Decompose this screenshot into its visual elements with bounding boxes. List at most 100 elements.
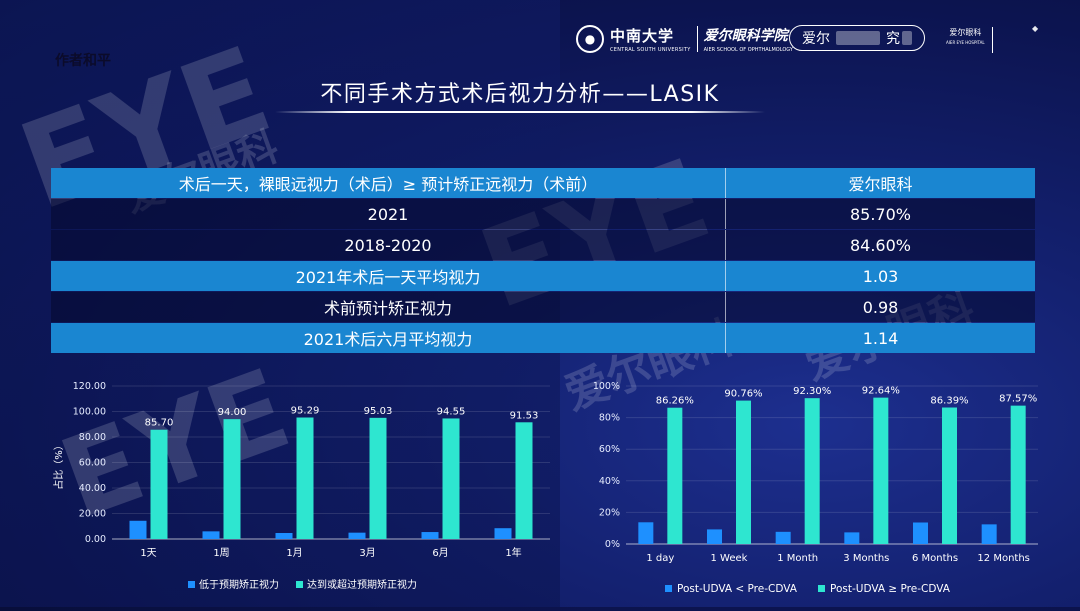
y-tick-label: 80%	[599, 413, 620, 424]
bar-low	[913, 522, 928, 544]
author-label: 作者和平	[55, 53, 111, 69]
bar-high	[942, 407, 957, 544]
y-tick-label: 0%	[605, 539, 620, 550]
bar-high	[1010, 405, 1026, 544]
y-tick-label: 40.00	[79, 483, 106, 494]
bar-low	[844, 532, 860, 544]
y-tick-label: 120.00	[73, 381, 106, 392]
school-name-en: AIER SCHOOL OF OPHTHALMOLOGY	[703, 47, 793, 53]
data-label: 94.55	[437, 406, 466, 417]
bar-low	[707, 529, 722, 544]
x-tick-label: 1周	[213, 547, 229, 559]
page-title: 不同手术方式术后视力分析——LASIK	[320, 82, 720, 107]
legend-swatch	[665, 585, 672, 592]
summary-table: 术后一天，裸眼远视力（术后）≥ 预计矫正远视力（术前） 爱尔眼科 2021 85.70…	[51, 168, 1035, 354]
bar-high	[442, 418, 460, 539]
university-logo: ● 中南大学 CENTRAL SOUTH UNIVERSITY 爱尔眼科学院 A…	[576, 22, 793, 56]
table-row: 术后一天，裸眼远视力（术后）≥ 预计矫正远视力（术前） 爱尔眼科	[51, 168, 1035, 198]
data-label: 92.30%	[793, 386, 831, 397]
table-cell-value: 0.98	[725, 292, 1035, 322]
bar-low	[202, 531, 220, 539]
data-label: 95.03	[364, 406, 393, 417]
x-tick-label: 6月	[432, 547, 448, 559]
table-cell-label: 2021	[367, 204, 409, 224]
x-tick-label: 3 Months	[843, 553, 889, 564]
x-tick-label: 1 Month	[777, 553, 818, 564]
bar-low	[638, 522, 654, 544]
divider	[696, 26, 698, 52]
legend-label: Post-UDVA < Pre-CDVA	[677, 583, 798, 595]
y-tick-label: 40%	[599, 476, 620, 487]
table-cell-value: 1.03	[725, 261, 1035, 291]
y-tick-label: 60.00	[79, 458, 106, 469]
bar-low	[775, 531, 791, 544]
bar-high	[873, 397, 889, 544]
university-name-en: CENTRAL SOUTH UNIVERSITY	[610, 47, 691, 53]
chart-right-svg: 0% 20% 40% 60% 80% 100% 86.26% 1 day 90.76% 1 Wee…	[593, 381, 1038, 595]
aier-logo-text: 爱尔眼科	[949, 28, 982, 37]
data-label: 86.39%	[930, 396, 968, 407]
table-cell-label: 2021术后六月平均视力	[303, 330, 473, 349]
bar-high	[223, 419, 241, 539]
chart-right: 0% 20% 40% 60% 80% 100% 86.26% 1 day 90.76% 1 Wee…	[580, 370, 1050, 607]
chart-left-svg: 0.00 20.00 40.00 60.00 80.00 100.00 120.00 85.7…	[52, 381, 550, 591]
data-label: 91.53	[510, 410, 539, 421]
redacted-block	[902, 31, 912, 45]
x-tick-label: 12 Months	[977, 553, 1029, 564]
table-row: 2021年术后一天平均视力 1.03	[51, 261, 1035, 291]
table-cell-label: 2018-2020	[344, 235, 432, 255]
x-tick-label: 1天	[140, 548, 156, 559]
aier-logo: 爱尔眼科 AIER EYE HOSPITAL	[946, 28, 985, 48]
y-tick-label: 0.00	[85, 534, 106, 545]
redacted-block	[836, 31, 880, 45]
title-underline	[275, 111, 765, 113]
chart-left: 0.00 20.00 40.00 60.00 80.00 100.00 120.00 85.7…	[50, 370, 560, 607]
bar-low	[129, 520, 147, 539]
legend-swatch	[296, 581, 303, 588]
legend-swatch	[188, 581, 195, 588]
x-tick-label: 1年	[505, 546, 521, 559]
x-tick-label: 6 Months	[912, 553, 958, 564]
legend-label: Post-UDVA ≥ Pre-CDVA	[830, 583, 951, 595]
pill-text-mid: 究	[886, 31, 900, 47]
y-axis-label: 占比（%）	[52, 440, 65, 490]
x-tick-label: 1 day	[646, 553, 674, 564]
bar-high	[150, 429, 168, 539]
university-seal-icon: ●	[576, 25, 604, 53]
bar-high	[736, 400, 751, 544]
bar-low	[421, 532, 439, 539]
bar-high	[804, 398, 820, 544]
table-cell-value: 84.60%	[725, 230, 1035, 260]
institute-pill: 爱尔 究	[789, 25, 925, 51]
legend-label: 达到或超过预期矫正视力	[307, 578, 417, 591]
y-tick-label: 100%	[593, 381, 620, 392]
table-cell-value: 爱尔眼科	[725, 168, 1035, 198]
divider	[992, 27, 993, 53]
x-tick-label: 3月	[359, 547, 375, 559]
y-tick-label: 100.00	[73, 407, 106, 418]
corner-logo-icon: ◆	[1032, 24, 1039, 33]
table-cell-value: 1.14	[725, 323, 1035, 353]
y-tick-label: 20%	[599, 507, 620, 518]
x-tick-label: 1月	[286, 547, 302, 559]
university-name: 中南大学	[610, 27, 675, 45]
y-tick-label: 20.00	[79, 509, 106, 520]
legend-label: 低于预期矫正视力	[199, 578, 279, 591]
data-label: 92.64%	[862, 386, 900, 397]
bar-low	[494, 528, 512, 539]
table-row: 2018-2020 84.60%	[51, 230, 1035, 260]
legend-swatch	[818, 585, 825, 592]
y-tick-label: 80.00	[79, 432, 106, 443]
pill-text-left: 爱尔	[802, 31, 830, 47]
table-cell-value: 85.70%	[725, 199, 1035, 229]
data-label: 95.29	[291, 406, 320, 417]
bar-high	[515, 422, 533, 539]
school-name: 爱尔眼科学院	[703, 28, 788, 44]
table-cell-label: 术前预计矫正视力	[323, 299, 452, 318]
title-block: 不同手术方式术后视力分析——LASIK	[275, 76, 765, 116]
data-label: 90.76%	[724, 389, 762, 400]
y-tick-label: 60%	[599, 444, 620, 455]
table-cell-label: 2021年术后一天平均视力	[295, 268, 481, 287]
bar-low	[981, 524, 997, 544]
bar-low	[348, 532, 366, 539]
